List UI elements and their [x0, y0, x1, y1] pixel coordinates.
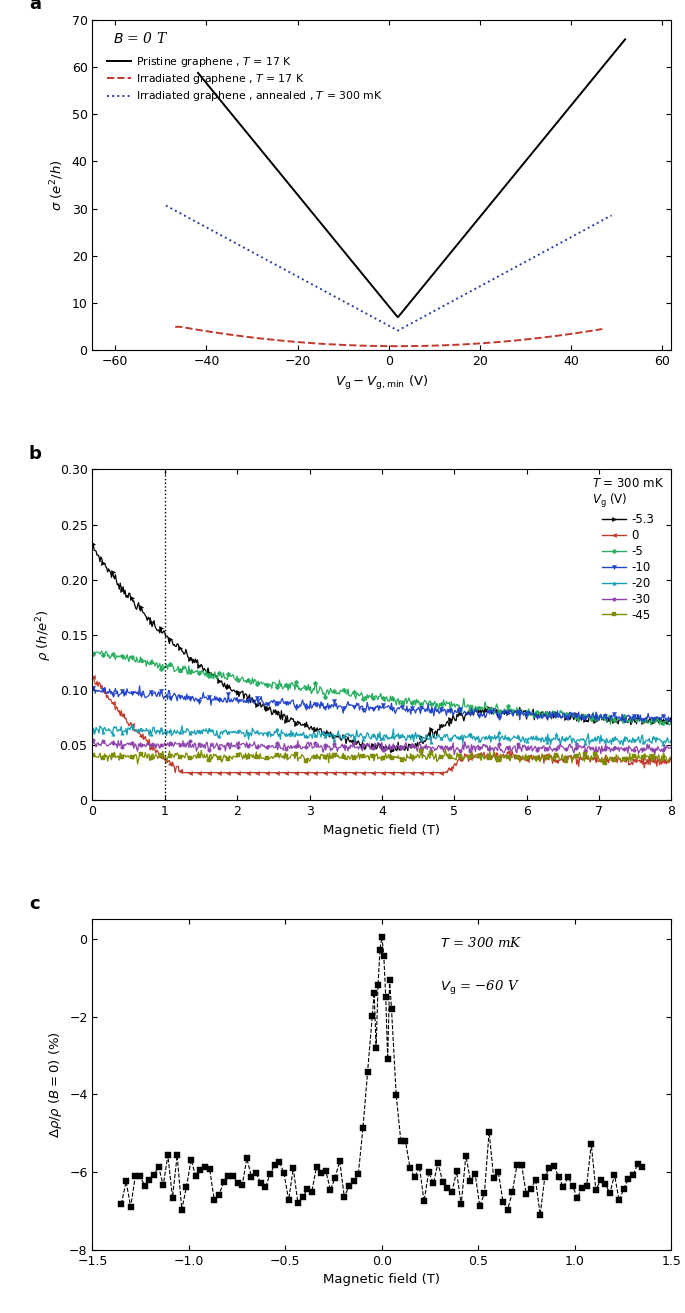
- Legend: -5.3, 0, -5, -10, -20, -30, -45: -5.3, 0, -5, -10, -20, -30, -45: [588, 471, 669, 626]
- X-axis label: $V_{\mathrm{g}} - V_{\mathrm{g,min}}$ (V): $V_{\mathrm{g}} - V_{\mathrm{g,min}}$ (V…: [335, 374, 429, 391]
- Text: c: c: [29, 894, 40, 913]
- Y-axis label: $\Delta\rho/\rho\ (B = 0)\ (\%)$: $\Delta\rho/\rho\ (B = 0)\ (\%)$: [47, 1031, 64, 1138]
- Text: $B$ = 0 T: $B$ = 0 T: [113, 32, 168, 46]
- X-axis label: Magnetic field (T): Magnetic field (T): [323, 823, 440, 836]
- Y-axis label: $\rho\ (h/e^2)$: $\rho\ (h/e^2)$: [34, 609, 54, 660]
- Text: b: b: [29, 445, 42, 463]
- Text: a: a: [29, 0, 41, 13]
- Y-axis label: $\sigma\ (e^2/h)$: $\sigma\ (e^2/h)$: [49, 159, 66, 211]
- Legend: Pristine graphene , $T$ = 17 K, Irradiated graphene , $T$ = 17 K, Irradiated gra: Pristine graphene , $T$ = 17 K, Irradiat…: [103, 50, 387, 108]
- Text: $V_{\mathrm{g}}$ = −60 V: $V_{\mathrm{g}}$ = −60 V: [440, 978, 519, 997]
- Text: $T$ = 300 mK: $T$ = 300 mK: [440, 936, 522, 949]
- X-axis label: Magnetic field (T): Magnetic field (T): [323, 1274, 440, 1287]
